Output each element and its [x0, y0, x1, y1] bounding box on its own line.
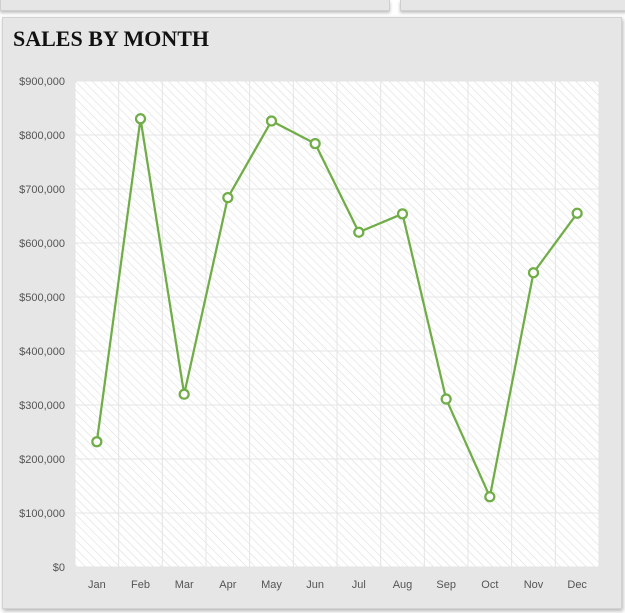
y-tick-label: $300,000 [19, 400, 65, 412]
y-tick-label: $500,000 [19, 292, 65, 304]
y-tick-label: $200,000 [19, 454, 65, 466]
y-tick-label: $800,000 [19, 130, 65, 142]
x-tick-label: Apr [219, 579, 236, 591]
y-tick-label: $0 [53, 562, 65, 574]
data-point-apr[interactable] [222, 192, 234, 204]
series-line [95, 117, 579, 498]
data-point-dec[interactable] [571, 207, 583, 219]
y-axis-labels: $0 $100,000 $200,000 $300,000 $400,000 $500,0… [19, 76, 65, 574]
y-tick-label: $400,000 [19, 346, 65, 358]
x-tick-label: Nov [524, 579, 544, 591]
x-tick-label: Oct [481, 579, 498, 591]
data-point-sep[interactable] [440, 393, 452, 405]
y-tick-label: $100,000 [19, 508, 65, 520]
data-point-nov[interactable] [527, 267, 540, 279]
sales-series [91, 113, 583, 503]
sales-by-month-chart[interactable]: SALES BY MONTH $0 $100,000 $200,000 $300,00… [2, 17, 622, 609]
y-tick-label: $900,000 [19, 76, 65, 88]
y-tick-label: $700,000 [19, 184, 65, 196]
x-tick-label: Jun [306, 579, 324, 591]
data-point-may[interactable] [265, 115, 278, 127]
x-tick-label: Mar [175, 579, 194, 591]
y-tick-label: $600,000 [19, 238, 65, 250]
previous-chart-edge-left [0, 0, 390, 11]
data-point-mar[interactable] [178, 388, 190, 400]
data-point-aug[interactable] [396, 208, 409, 220]
x-tick-label: May [261, 579, 282, 591]
plot-svg: $0 $100,000 $200,000 $300,000 $400,000 $500,0… [19, 76, 600, 591]
data-point-feb[interactable] [134, 113, 147, 125]
x-tick-label: Jul [352, 579, 366, 591]
x-tick-label: Jan [88, 579, 106, 591]
previous-chart-edge-right [400, 0, 625, 11]
x-tick-label: Dec [567, 579, 587, 591]
x-tick-label: Feb [131, 579, 150, 591]
data-point-jun[interactable] [309, 138, 321, 150]
x-tick-label: Aug [393, 579, 413, 591]
x-tick-label: Sep [436, 579, 456, 591]
data-point-oct[interactable] [484, 491, 496, 503]
x-axis-labels: Jan Feb Mar Apr May Jun Jul Aug Sep Oct Nov Dec [88, 579, 587, 591]
data-point-jan[interactable] [91, 436, 103, 448]
data-point-jul[interactable] [353, 226, 365, 238]
chart-title: SALES BY MONTH [13, 26, 210, 51]
